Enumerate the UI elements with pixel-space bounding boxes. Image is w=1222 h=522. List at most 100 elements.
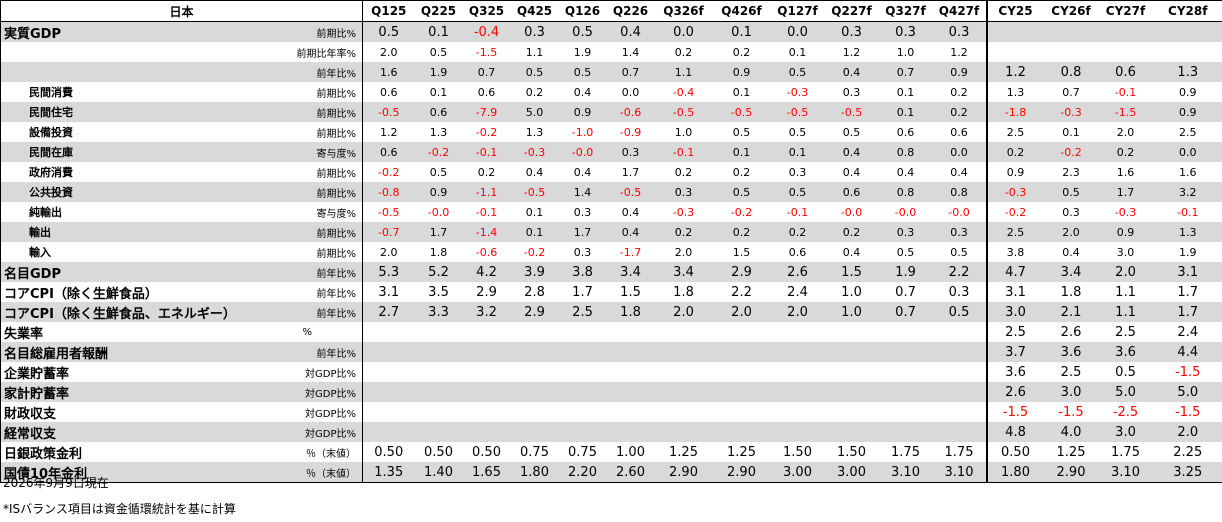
- quarter-value-cell: 0.5: [712, 182, 771, 202]
- quarter-value-cell: [511, 322, 559, 342]
- quarter-value-cell: 0.2: [932, 102, 987, 122]
- quarter-value-cell: 1.1: [525, 45, 544, 59]
- quarter-value-cell: [362, 422, 415, 442]
- quarter-header: Q426f: [712, 0, 771, 22]
- quarter-value-cell: 2.9: [476, 284, 497, 300]
- quarter-value-cell: 2.4: [787, 284, 808, 300]
- quarter-value-cell: [414, 422, 463, 442]
- quarter-value-cell: -0.5: [654, 102, 713, 122]
- row-unit: 前期比%: [316, 128, 357, 140]
- year-value-cell: 3.1: [1152, 262, 1222, 282]
- quarter-value-cell: [771, 322, 825, 342]
- row-label: 失業率: [0, 322, 283, 342]
- quarter-value-cell: [607, 322, 655, 342]
- table-row: 民間在庫 寄与度% 0.6 -0.2 -0.1 -0.3 -0.0 0.3 -0.1 0.1 0.1…: [0, 142, 1222, 162]
- year-value-cell: 1.1: [1098, 302, 1153, 322]
- row-unit: 前年比%: [282, 342, 363, 362]
- year-value-cell: [985, 21, 1044, 42]
- quarter-value-cell: [558, 342, 607, 362]
- quarter-value-cell: [463, 362, 511, 382]
- quarter-value-cell: -0.6: [475, 245, 498, 259]
- year-value-cell: -0.3: [1114, 205, 1137, 219]
- row-unit: 前期比%: [316, 168, 357, 180]
- quarter-value-cell: [463, 402, 511, 422]
- year-value-cell: [985, 42, 1044, 62]
- quarter-value-cell: [770, 382, 825, 402]
- table-row: 前期比年率% 2.0 0.5 -1.5 1.1 1.9 1.4 0.2 0.2 0.1 1.2 1.0…: [0, 42, 1222, 62]
- quarter-value-cell: [362, 342, 415, 362]
- quarter-value-cell: [712, 382, 771, 402]
- quarter-value-cell: -0.1: [786, 205, 809, 219]
- header-row: 日本 Q125 Q225 Q325 Q425 Q126 Q226 Q326f Q426f Q12…: [0, 0, 1222, 22]
- table-row: 企業貯蓄率 対GDP比% 3.6 2.5 0.5 -1.5: [0, 362, 1222, 382]
- quarter-value-cell: [824, 342, 879, 362]
- quarter-value-cell: 3.9: [510, 262, 559, 282]
- quarter-value-cell: 0.3: [932, 222, 987, 242]
- year-value-cell: [1152, 21, 1222, 42]
- year-value-cell: -2.5: [1112, 404, 1139, 420]
- quarter-value-cell: [606, 382, 655, 402]
- quarter-value-cell: 1.8: [606, 302, 655, 322]
- quarter-value-cell: 3.10: [878, 462, 933, 483]
- quarter-value-cell: -0.5: [362, 202, 415, 222]
- quarter-value-cell: 0.5: [788, 125, 807, 139]
- year-value-cell: 0.5: [1043, 182, 1099, 202]
- footnote: *ISバランス項目は資金循環統計を基に計算: [3, 502, 236, 516]
- year-value-cell: 1.8: [1060, 284, 1082, 300]
- quarter-header: Q125: [362, 0, 415, 22]
- row-unit: 前年比%: [282, 262, 363, 282]
- row-label: 国債10年金利: [0, 462, 283, 483]
- row-label: [0, 42, 283, 62]
- quarter-value-cell: 0.6: [362, 142, 415, 162]
- quarter-header: Q226: [606, 0, 655, 22]
- quarter-value-cell: -0.5: [362, 102, 415, 122]
- quarter-value-cell: 2.2: [932, 262, 987, 282]
- table-row: コアCPI（除く生鮮食品、エネルギー） 前年比% 2.7 3.3 3.2 2.9 2.5 1.…: [0, 302, 1222, 322]
- quarter-value-cell: 3.10: [932, 462, 987, 483]
- quarter-value-cell: [654, 382, 713, 402]
- quarter-value-cell: [712, 342, 771, 362]
- quarter-value-cell: 0.4: [824, 62, 879, 82]
- quarter-value-cell: 2.8: [524, 284, 545, 300]
- quarter-value-cell: 0.2: [525, 85, 544, 99]
- quarter-header: Q327f: [878, 0, 933, 22]
- quarter-value-cell: 0.4: [525, 165, 544, 179]
- quarter-value-cell: -0.2: [475, 125, 498, 139]
- year-value-cell: 3.0: [985, 302, 1044, 322]
- year-value-cell: 1.75: [1111, 444, 1140, 460]
- table-row: 民間消費 前期比% 0.6 0.1 0.6 0.2 0.4 0.0 -0.4 0.1 -0.3 0.3…: [0, 82, 1222, 102]
- quarter-value-cell: 0.5: [429, 45, 448, 59]
- quarter-value-cell: [713, 402, 771, 422]
- quarter-value-cell: 1.50: [837, 444, 866, 460]
- quarter-value-cell: 2.7: [362, 302, 415, 322]
- quarter-value-cell: [559, 362, 607, 382]
- quarter-value-cell: 1.35: [362, 462, 415, 483]
- quarter-value-cell: [510, 382, 559, 402]
- quarter-value-cell: [462, 422, 511, 442]
- year-value-cell: 2.5: [985, 322, 1044, 342]
- quarter-value-cell: -0.2: [730, 205, 753, 219]
- row-unit: ％（末値）: [306, 448, 357, 460]
- year-value-cell: 0.4: [1062, 245, 1080, 259]
- quarter-value-cell: 0.6: [788, 245, 807, 259]
- quarter-value-cell: [933, 322, 987, 342]
- quarter-value-cell: [463, 322, 511, 342]
- quarter-value-cell: 1.8: [673, 284, 694, 300]
- quarter-value-cell: 0.1: [770, 142, 825, 162]
- quarter-value-cell: -0.1: [475, 205, 498, 219]
- quarter-value-cell: 0.4: [573, 165, 592, 179]
- quarter-value-cell: 0.6: [896, 125, 915, 139]
- quarter-value-cell: 1.80: [510, 462, 559, 483]
- quarter-value-cell: [511, 402, 559, 422]
- year-value-cell: 0.9: [1152, 102, 1222, 122]
- quarter-value-cell: [879, 362, 933, 382]
- quarter-value-cell: 2.20: [558, 462, 607, 483]
- year-value-cell: 4.4: [1152, 342, 1222, 362]
- quarter-value-cell: -0.5: [712, 102, 771, 122]
- quarter-value-cell: 0.4: [606, 21, 655, 42]
- year-value-cell: 4.7: [985, 262, 1044, 282]
- quarter-value-cell: 0.5: [558, 62, 607, 82]
- table-row: 輸入 前期比% 2.0 1.8 -0.6 -0.2 0.3 -1.7 2.0 1.5 0.6 0.4 0…: [0, 242, 1222, 262]
- quarter-value-cell: 1.2: [362, 122, 415, 142]
- quarter-value-cell: 2.0: [674, 245, 693, 259]
